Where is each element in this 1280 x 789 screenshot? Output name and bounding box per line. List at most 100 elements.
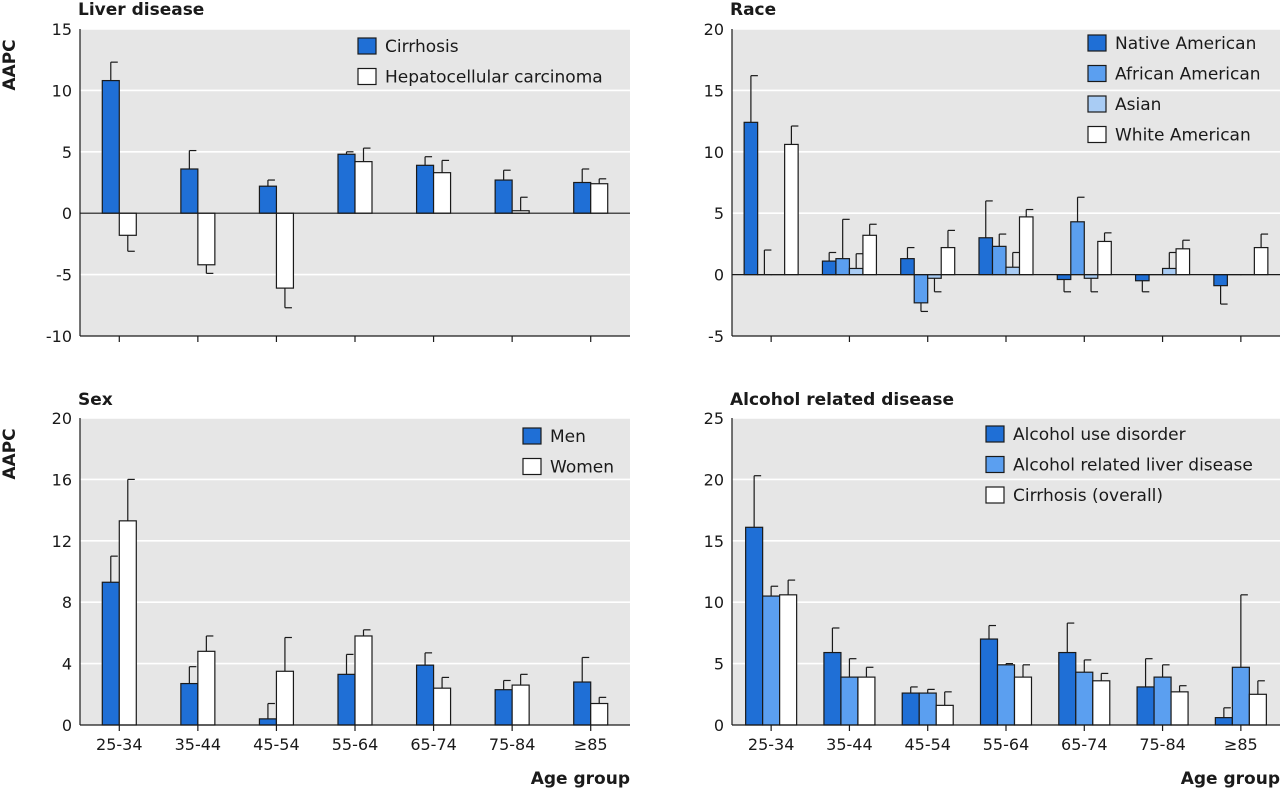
- x-tick-label: 55-64: [983, 735, 1030, 754]
- y-tick-label: 20: [704, 470, 724, 489]
- bar: [1013, 676, 1033, 726]
- bar: [1153, 676, 1172, 726]
- bar: [762, 595, 781, 726]
- y-tick-label: 0: [62, 204, 72, 223]
- legend-label: Alcohol related liver disease: [1013, 456, 1253, 476]
- bar: [1075, 671, 1094, 726]
- bar: [354, 161, 373, 214]
- x-tick-label: 55-64: [332, 735, 379, 754]
- y-tick-label: 20: [704, 20, 724, 39]
- y-tick-label: -10: [46, 327, 72, 346]
- bar: [991, 245, 1007, 276]
- y-tick-label: 0: [62, 716, 72, 735]
- bar: [1005, 266, 1021, 276]
- bar: [118, 520, 137, 726]
- bar: [918, 692, 937, 726]
- bar: [1214, 717, 1233, 726]
- x-tick-label: 45-54: [904, 735, 951, 754]
- y-tick-label: 15: [704, 532, 724, 551]
- x-axis-label: Age group: [1181, 769, 1280, 789]
- x-tick-label: 45-54: [253, 735, 300, 754]
- legend-label: White American: [1115, 126, 1251, 146]
- legend-label: Hepatocellular carcinoma: [385, 68, 603, 88]
- bar: [996, 664, 1016, 726]
- bar: [1248, 693, 1267, 726]
- legend-swatch: [1087, 64, 1107, 83]
- bar: [197, 650, 216, 726]
- legend-swatch: [357, 67, 377, 86]
- bar: [978, 237, 994, 276]
- bar: [1058, 651, 1077, 726]
- bar: [857, 676, 876, 726]
- panel-title: Race: [730, 0, 776, 20]
- bar: [118, 212, 137, 236]
- x-axis-label: Age group: [531, 769, 630, 789]
- legend-label: Native American: [1115, 34, 1256, 54]
- bar: [913, 274, 929, 304]
- legend-swatch: [985, 486, 1005, 504]
- bar: [1092, 680, 1111, 726]
- bar: [573, 681, 592, 726]
- panel-1: -10 -5 0 5 10 15 Liver disease AAPC Cirrhosis Hep…: [0, 0, 630, 346]
- bar: [101, 581, 120, 726]
- bar: [590, 183, 609, 214]
- legend-swatch: [985, 455, 1005, 474]
- legend-label: African American: [1115, 65, 1261, 85]
- bar: [180, 168, 199, 214]
- panel-title: Liver disease: [78, 0, 204, 20]
- y-tick-label: 15: [704, 81, 724, 100]
- bar: [1231, 666, 1250, 726]
- panel-3: 0 4 8 12 16 20 Sex AAPC 25-34 35-44 45-54 55-64 65-7…: [0, 390, 630, 789]
- y-axis-label: AAPC: [0, 428, 20, 479]
- bar: [835, 258, 851, 276]
- panel-title: Sex: [78, 390, 113, 410]
- bar: [258, 718, 278, 726]
- bar: [745, 526, 764, 726]
- bar: [1136, 686, 1155, 726]
- y-tick-label: -5: [708, 327, 724, 346]
- legend-label: Alcohol use disorder: [1013, 425, 1186, 445]
- bar: [979, 638, 999, 726]
- y-axis-label: AAPC: [0, 39, 20, 90]
- bar: [1018, 216, 1034, 276]
- bar: [494, 689, 513, 726]
- bar: [432, 172, 452, 214]
- legend-label: Men: [550, 427, 586, 447]
- x-tick-label: 35-44: [826, 735, 873, 754]
- bar: [823, 651, 842, 726]
- y-tick-label: 5: [62, 143, 72, 162]
- plot-background: [732, 29, 1280, 336]
- bar: [840, 676, 859, 726]
- bar: [101, 79, 120, 214]
- legend-swatch: [357, 37, 377, 55]
- bar: [901, 692, 920, 726]
- x-tick-label: 75-84: [1139, 735, 1186, 754]
- bar: [1161, 267, 1177, 276]
- panel-title: Alcohol related disease: [730, 390, 954, 410]
- y-tick-label: 16: [52, 470, 72, 489]
- x-tick-label: ≥85: [574, 735, 608, 754]
- x-tick-label: 65-74: [1061, 735, 1108, 754]
- bar: [337, 673, 356, 726]
- x-tick-label: ≥85: [1224, 735, 1258, 754]
- bar: [1253, 246, 1269, 276]
- y-tick-label: 10: [52, 81, 72, 100]
- y-tick-label: 5: [714, 655, 724, 674]
- bar: [1056, 274, 1072, 281]
- x-tick-label: 25-34: [748, 735, 795, 754]
- y-tick-label: 5: [714, 204, 724, 223]
- y-tick-label: 25: [704, 409, 724, 428]
- x-tick-label: 35-44: [175, 735, 222, 754]
- y-tick-label: 10: [704, 143, 724, 162]
- bar: [900, 258, 915, 276]
- legend-label: Cirrhosis: [385, 37, 459, 57]
- bar: [1097, 240, 1112, 276]
- bar: [1175, 248, 1191, 276]
- legend-label: Asian: [1115, 95, 1161, 115]
- legend-swatch: [522, 457, 542, 476]
- bar: [415, 664, 435, 726]
- bar: [197, 212, 216, 266]
- bar: [935, 704, 954, 726]
- bar: [940, 246, 956, 276]
